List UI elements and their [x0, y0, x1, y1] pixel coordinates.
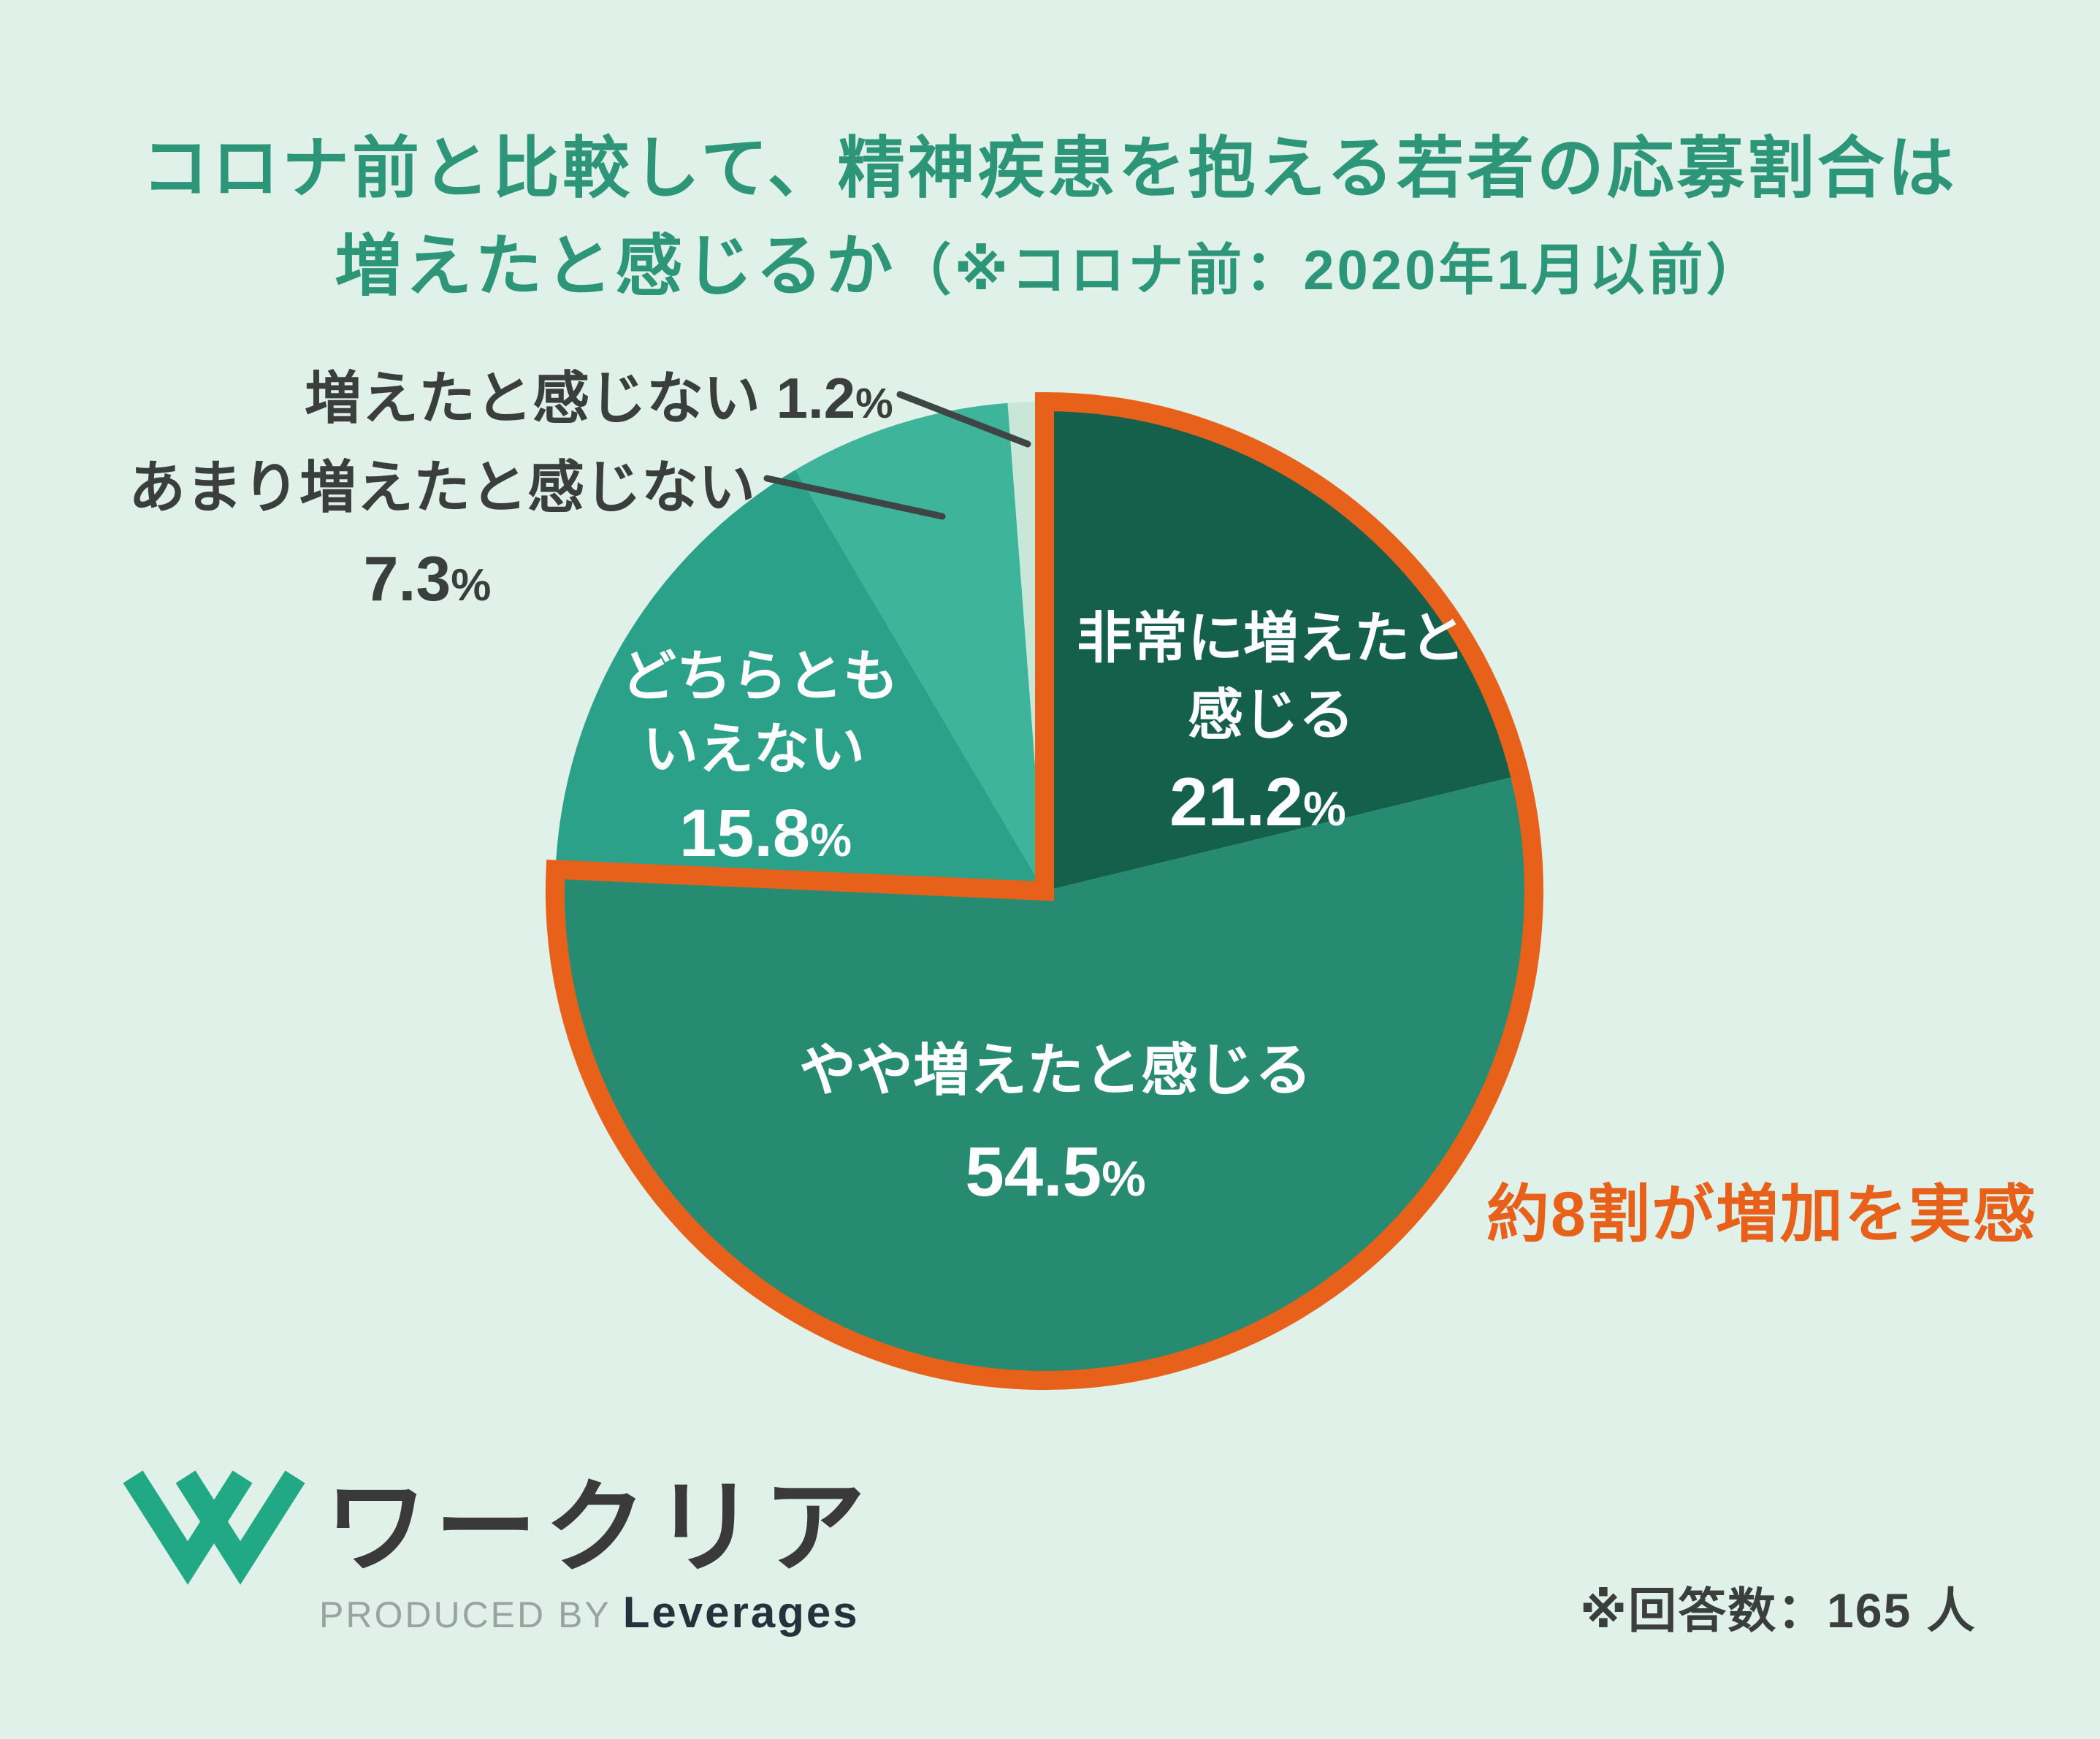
produced-by-text: PRODUCED BY	[319, 1594, 623, 1635]
leader-line-small-increase	[763, 475, 946, 520]
respondents-note: ※回答数：165 人	[1580, 1583, 1977, 1637]
callout-no-increase-value: 1.2	[776, 366, 855, 430]
slice-neutral-label-line1: どちらとも	[621, 646, 898, 708]
pie-slices-group	[554, 402, 1534, 1380]
slice-neutral-number: 15.8	[679, 796, 810, 871]
slice-very-percent-sign: %	[1303, 781, 1346, 836]
leader-line-no-increase	[896, 391, 1031, 448]
slice-somewhat-label: やや増えたと感じる	[799, 1038, 1312, 1102]
callout-small-increase-number: 7.3	[364, 544, 451, 614]
chart-title-line2-main: 増えたと感じるか	[335, 229, 896, 304]
pie-slice-3	[555, 470, 1045, 891]
slice-very-number: 21.2	[1169, 763, 1303, 840]
logo: ワークリア PRODUCED BY Leverages	[123, 1470, 873, 1637]
chart-title-line1: コロナ前と比較して、精神疾患を抱える若者の応募割合は	[142, 131, 1958, 206]
logo-w-mark-right-v	[175, 1470, 305, 1585]
callout-no-increase: 増えたと感じない 1.2%	[305, 366, 893, 430]
slice-somewhat-number: 54.5	[965, 1133, 1101, 1211]
pie-slice-2	[554, 775, 1534, 1380]
callout-small-increase-value: 7.3%	[364, 544, 492, 614]
produced-by-line: PRODUCED BY Leverages	[319, 1588, 860, 1637]
chart-title-line2: 増えたと感じるか（※コロナ前：2020年1月以前）	[335, 229, 1764, 304]
slice-very-value: 21.2%	[1169, 763, 1346, 840]
chart-title-line2-paren: （※コロナ前：2020年1月以前）	[896, 240, 1764, 302]
pie-slice-4	[795, 402, 1045, 891]
logo-wordmark: ワークリア	[325, 1470, 873, 1585]
pie-slice-1	[1045, 402, 1520, 891]
slice-neutral-value: 15.8%	[679, 796, 852, 871]
slice-very-label-line1: 非常に増えたと	[1077, 608, 1465, 670]
slice-somewhat-percent-sign: %	[1101, 1151, 1145, 1207]
callout-small-increase-percent-sign: %	[451, 560, 491, 611]
company-name: Leverages	[623, 1588, 860, 1637]
logo-w-mark-left-v	[123, 1470, 253, 1585]
callout-no-increase-label: 増えたと感じない	[305, 366, 776, 430]
slice-very-label-line2: 感じる	[1188, 684, 1354, 746]
highlight-outline	[545, 391, 1543, 1390]
callout-no-increase-percent-sign: %	[855, 380, 893, 427]
slice-neutral-label-line2: いえない	[643, 719, 865, 781]
callout-small-increase-label: あまり増えたと感じない	[129, 455, 755, 519]
annotation-increase-felt: 約8割が増加を実感	[1486, 1180, 2037, 1250]
slice-neutral-percent-sign: %	[810, 814, 852, 866]
slice-somewhat-value: 54.5%	[965, 1133, 1145, 1211]
